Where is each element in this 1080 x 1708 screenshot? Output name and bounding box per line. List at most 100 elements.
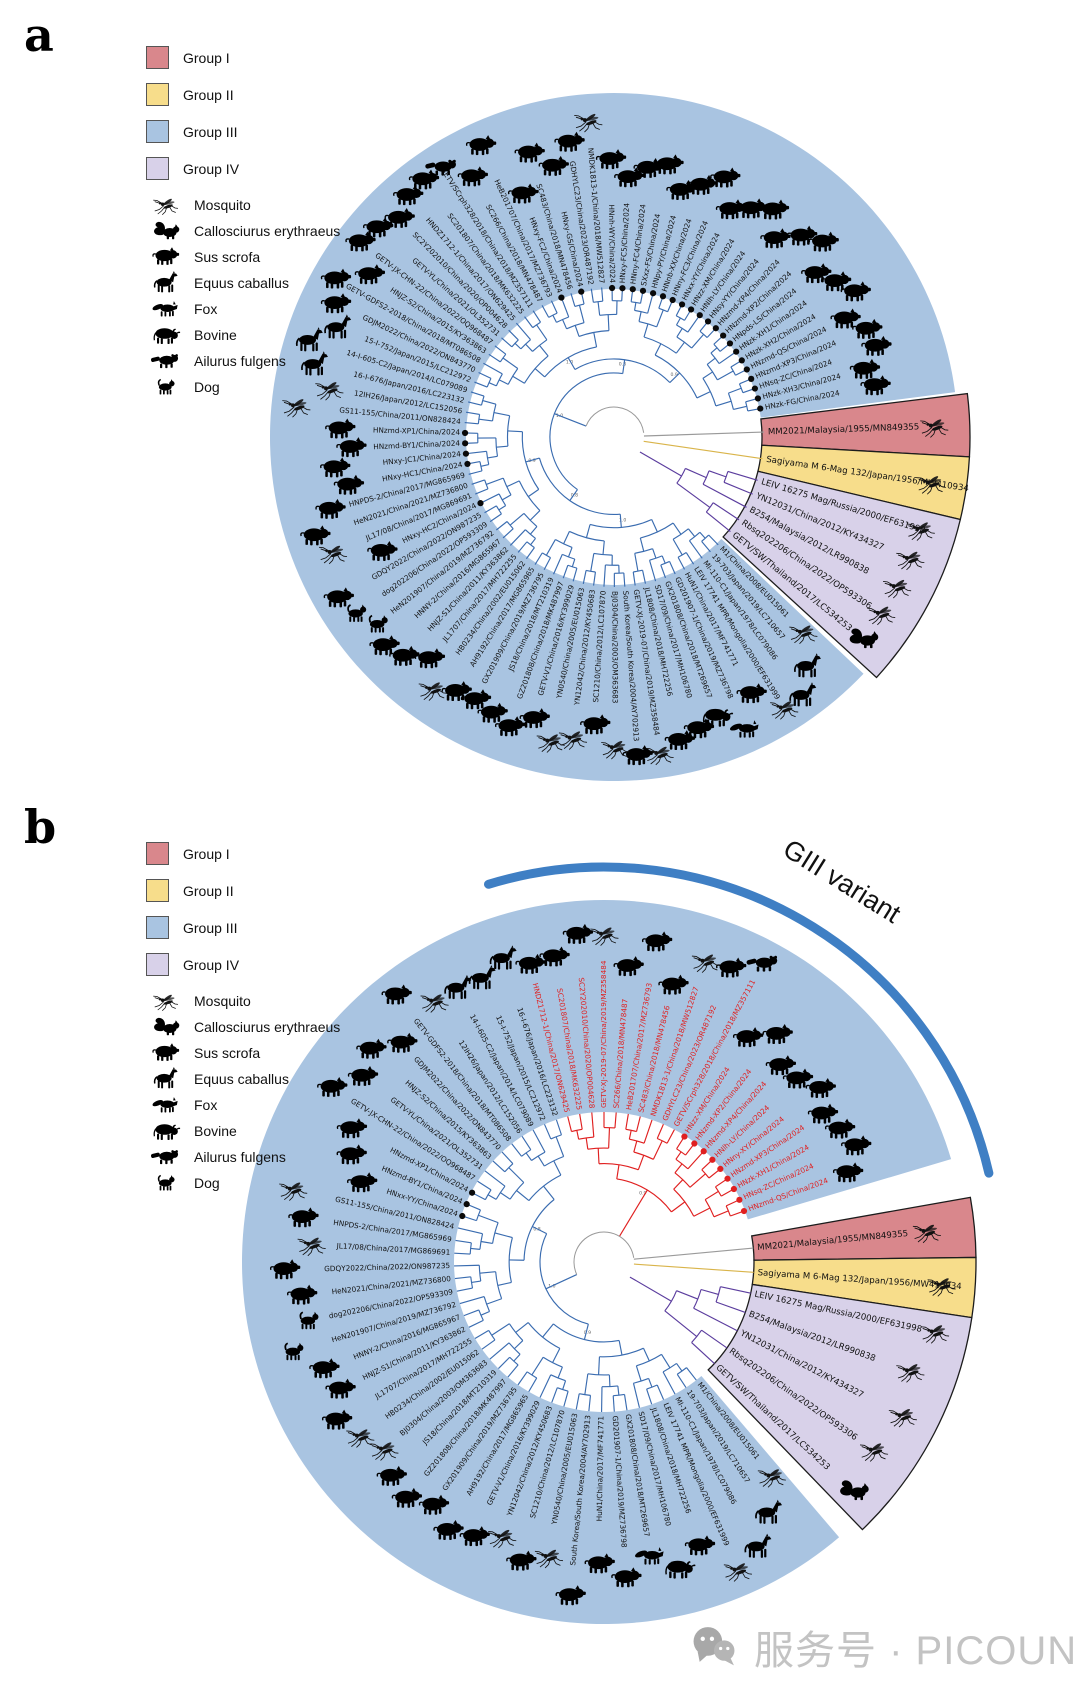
legend-host-label: Callosciurus erythraeus xyxy=(194,1019,341,1035)
group-color-swatch xyxy=(146,879,169,902)
horse-icon xyxy=(153,1067,179,1090)
taxon-label: HNnh-WY/China/2024 xyxy=(607,204,617,283)
group-color-swatch xyxy=(146,83,169,106)
novel-strain-dot xyxy=(754,395,762,402)
taxon-label: MM2021/Malaysia/1955/MN849355 xyxy=(768,422,920,437)
novel-strain-dot xyxy=(463,1201,470,1208)
support-value: 0.9 xyxy=(639,1190,646,1196)
group-color-swatch xyxy=(146,953,169,976)
fox-icon xyxy=(151,301,178,317)
horse-icon xyxy=(153,271,179,294)
legend-host-label: Dog xyxy=(194,379,220,395)
novel-strain-dot xyxy=(608,284,616,292)
group-color-swatch xyxy=(146,157,169,180)
novel-strain-dot xyxy=(751,385,759,392)
legend-host-dog-b: Dog xyxy=(146,1172,340,1194)
pig-icon xyxy=(152,246,180,266)
group3-background xyxy=(270,93,956,781)
novel-strain-dot xyxy=(459,1212,466,1220)
novel-strain-dot xyxy=(649,290,657,297)
novel-strain-dot xyxy=(720,332,727,339)
novel-strain-dot xyxy=(619,285,626,292)
novel-strain-dot xyxy=(639,287,647,294)
legend-host-squirrel-a: Callosciurus erythraeus xyxy=(146,220,340,242)
watermark: 服务号 · PICOUNI xyxy=(686,1618,1080,1676)
legend-host-label: Equus caballus xyxy=(194,1071,289,1087)
legend-group-label: Group I xyxy=(183,49,230,66)
novel-strain-dot xyxy=(464,460,471,468)
legend-host-red-panda-b: Ailurus fulgens xyxy=(146,1146,340,1168)
novel-strain-dot xyxy=(462,440,469,447)
support-value: 0.8 xyxy=(619,362,626,368)
legend-host-label: Fox xyxy=(194,1097,218,1113)
group-color-swatch xyxy=(146,842,169,865)
red-panda-icon xyxy=(150,354,179,369)
group4-wedge xyxy=(707,1283,973,1531)
novel-strain-dot xyxy=(717,1165,724,1173)
taxon-label: HNzmd-BY1/China/2024 xyxy=(373,439,461,452)
legend-host-mosquito-a: Mosquito xyxy=(146,194,340,216)
novel-strain-dot xyxy=(757,405,764,412)
support-value: 0.9 xyxy=(670,372,677,378)
legend-host-squirrel-b: Callosciurus erythraeus xyxy=(146,1016,340,1038)
legend-host-label: Bovine xyxy=(194,327,237,343)
novel-strain-dot xyxy=(678,301,686,308)
taxon-label: GETV-XJ-2019-07/China/2019/MZ358484 xyxy=(599,960,608,1108)
legend-host-red-panda-a: Ailurus fulgens xyxy=(146,350,340,372)
legend-panel-b: Group I Group II Group III Group IV Mosquito… xyxy=(146,842,340,1198)
novel-strain-dot xyxy=(726,340,734,347)
taxon-label: HNzmd-XP1/China/2024 xyxy=(373,425,461,436)
legend-group-2-a: Group II xyxy=(146,83,340,106)
tree-panel-b: GIII variant0.90.81.00.9MM2021/Malaysia/… xyxy=(242,834,994,1624)
novel-strain-dot xyxy=(669,296,676,304)
novel-strain-dot xyxy=(736,1196,743,1203)
legend-host-label: Mosquito xyxy=(194,993,251,1009)
novel-strain-dot xyxy=(730,1185,737,1193)
legend-group-1-b: Group I xyxy=(146,842,340,865)
novel-strain-dot xyxy=(724,1175,731,1182)
novel-strain-dot xyxy=(748,375,755,382)
novel-strain-dot xyxy=(659,293,667,300)
mosquito-icon xyxy=(152,197,179,216)
novel-strain-dot xyxy=(578,288,585,295)
squirrel-icon xyxy=(154,1017,180,1036)
legend-group-4-b: Group IV xyxy=(146,953,340,976)
legend-host-pig-b: Sus scrofa xyxy=(146,1042,340,1064)
novel-strain-dot xyxy=(696,312,703,319)
panel-b-label: b xyxy=(24,800,57,854)
watermark-text: 服务号 · PICOUNI xyxy=(754,1629,1080,1673)
legend-host-horse-b: Equus caballus xyxy=(146,1067,340,1090)
legend-host-horse-a: Equus caballus xyxy=(146,271,340,294)
legend-group-label: Group II xyxy=(183,86,234,103)
novel-strain-dot xyxy=(681,1133,688,1140)
taxon-label: BJ0304/China/2003/OM363683 xyxy=(610,591,619,704)
legend-group-4-a: Group IV xyxy=(146,157,340,180)
novel-strain-dot xyxy=(462,450,470,457)
legend-group-label: Group III xyxy=(183,123,238,140)
support-value: 0.9 xyxy=(528,458,535,464)
giii-variant-arc xyxy=(484,862,994,1178)
legend-panel-a: Group I Group II Group III Group IV Mosquito… xyxy=(146,46,340,402)
fox-icon xyxy=(151,1097,178,1113)
novel-strain-dot xyxy=(740,1207,748,1215)
dog-icon xyxy=(157,378,176,396)
legend-group-label: Group IV xyxy=(183,956,240,973)
novel-strain-dot xyxy=(733,348,740,355)
legend-host-label: Fox xyxy=(194,301,218,317)
novel-strain-dot xyxy=(687,306,695,313)
novel-strain-dot xyxy=(743,366,750,373)
tree-panel-a: 1.00.90.81.00.90.81.0MM2021/Malaysia/195… xyxy=(270,93,971,781)
legend-host-bovine-b: Bovine xyxy=(146,1120,340,1142)
novel-strain-dot xyxy=(461,429,469,437)
legend-host-label: Ailurus fulgens xyxy=(194,353,286,369)
legend-group-label: Group III xyxy=(183,919,238,936)
bovine-icon xyxy=(153,1123,181,1141)
legend-host-pig-a: Sus scrofa xyxy=(146,246,340,268)
group-color-swatch xyxy=(146,46,169,69)
legend-host-label: Callosciurus erythraeus xyxy=(194,223,341,239)
legend-host-fox-b: Fox xyxy=(146,1094,340,1116)
legend-group-label: Group II xyxy=(183,882,234,899)
legend-host-label: Mosquito xyxy=(194,197,251,213)
